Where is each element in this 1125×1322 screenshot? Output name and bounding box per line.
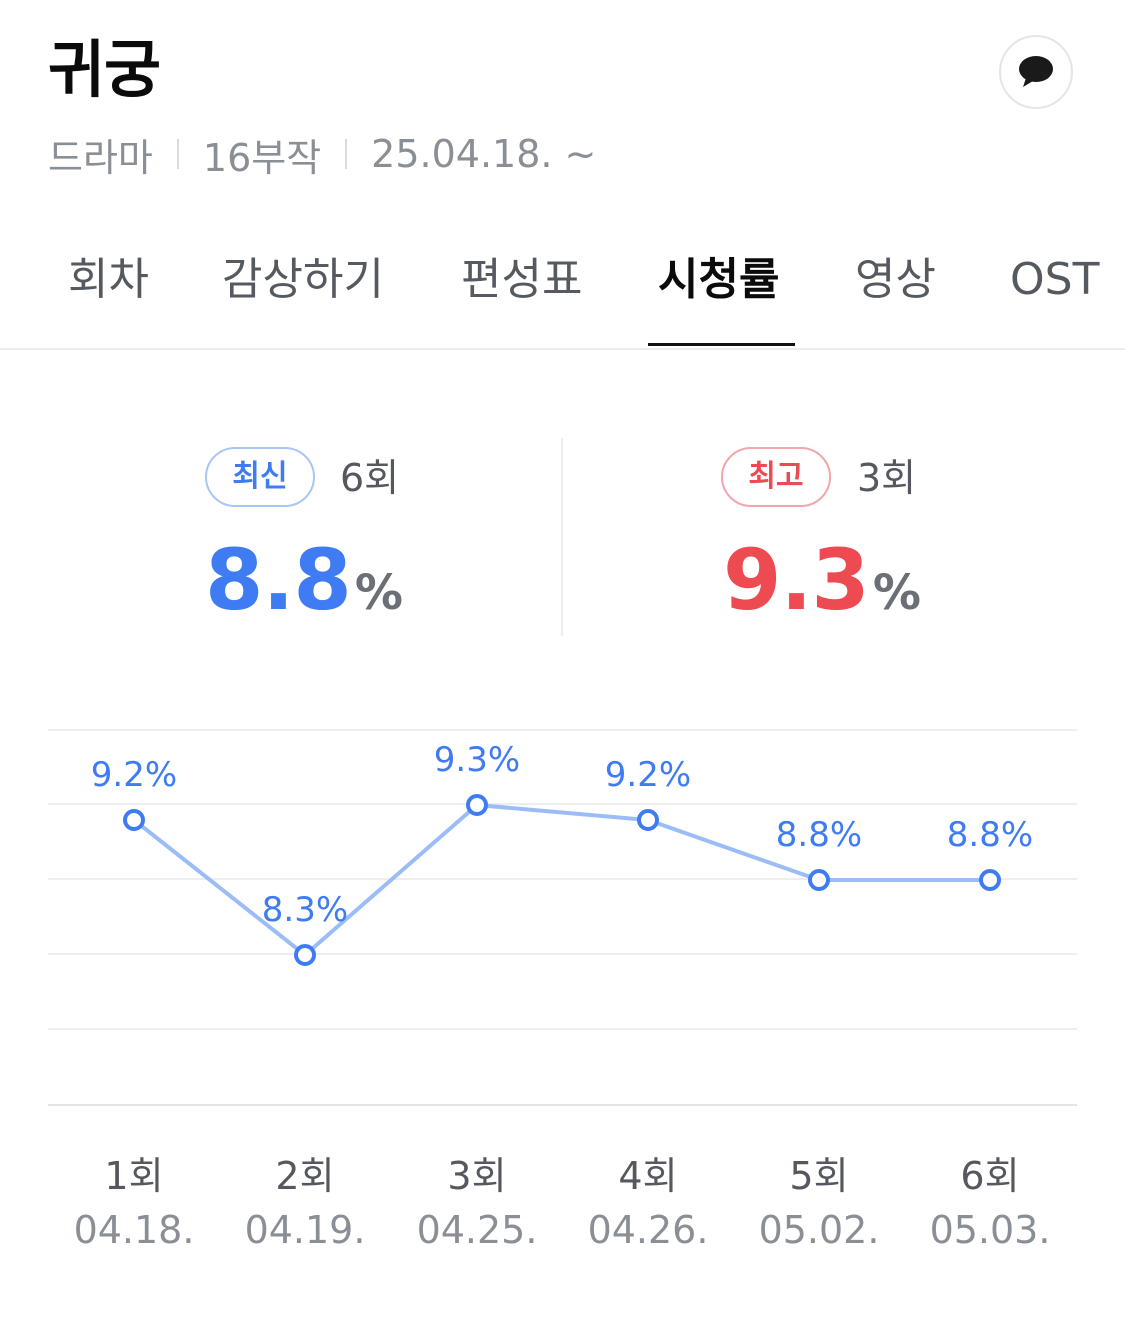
summary-divider — [561, 438, 563, 636]
data-label: 9.2% — [91, 755, 177, 795]
tab-episodes[interactable]: 회차 — [68, 254, 149, 305]
x-tick-date: 05.03. — [929, 1208, 1051, 1252]
meta-episodes: 16부작 — [202, 135, 322, 180]
best-rating-value: 9.3 — [723, 531, 870, 629]
x-tick-episode: 3회 — [447, 1154, 507, 1198]
best-badge: 최고 — [721, 447, 831, 507]
x-tick-episode: 4회 — [618, 1154, 678, 1198]
latest-episode: 6회 — [340, 456, 400, 500]
best-rating: 9.3% — [723, 530, 921, 643]
x-tick-label: 1회 04.18. — [49, 1150, 219, 1258]
data-point[interactable] — [123, 809, 145, 831]
program-title: 귀궁 — [48, 33, 161, 106]
x-tick-date: 04.18. — [73, 1208, 195, 1252]
comment-button[interactable] — [999, 35, 1073, 109]
latest-rating-value: 8.8 — [205, 531, 352, 629]
data-label: 9.3% — [434, 740, 520, 780]
meta-divider — [176, 139, 179, 169]
rating-line — [132, 803, 990, 957]
data-point[interactable] — [979, 869, 1001, 891]
x-tick-label: 5회 05.02. — [734, 1150, 904, 1258]
program-meta: 드라마 16부작 25.04.18. ~ — [48, 126, 596, 182]
data-label: 8.8% — [776, 815, 862, 855]
meta-genre: 드라마 — [48, 135, 153, 180]
data-label: 8.3% — [262, 890, 348, 930]
tab-schedule[interactable]: 편성표 — [461, 254, 583, 305]
data-label: 8.8% — [947, 815, 1033, 855]
x-tick-episode: 2회 — [275, 1154, 335, 1198]
tab-ratings[interactable]: 시청률 — [658, 254, 780, 305]
tab-watch[interactable]: 감상하기 — [222, 254, 384, 305]
meta-air-date: 25.04.18. ~ — [371, 132, 597, 176]
x-tick-date: 04.19. — [244, 1208, 366, 1252]
latest-rating-unit: % — [354, 565, 403, 621]
ratings-line-chart: 9.2% 8.3% 9.3% 9.2% 8.8% 8.8% — [48, 729, 1077, 1106]
tab-ost[interactable]: OST — [1010, 254, 1100, 305]
x-tick-date: 04.25. — [416, 1208, 538, 1252]
speech-bubble-icon — [1019, 56, 1053, 87]
meta-divider — [345, 139, 348, 169]
best-episode: 3회 — [857, 456, 917, 500]
x-tick-date: 05.02. — [758, 1208, 880, 1252]
x-tick-episode: 1회 — [104, 1154, 164, 1198]
data-point[interactable] — [637, 809, 659, 831]
best-rating-unit: % — [872, 565, 921, 621]
data-point[interactable] — [466, 794, 488, 816]
x-tick-label: 2회 04.19. — [220, 1150, 390, 1258]
x-tick-episode: 5회 — [789, 1154, 849, 1198]
data-label: 9.2% — [605, 755, 691, 795]
x-tick-label: 3회 04.25. — [392, 1150, 562, 1258]
x-tick-episode: 6회 — [960, 1154, 1020, 1198]
x-tick-label: 6회 05.03. — [905, 1150, 1075, 1258]
tab-bar: 회차 감상하기 편성표 시청률 영상 OST — [0, 230, 1125, 350]
data-point[interactable] — [808, 869, 830, 891]
x-tick-label: 4회 04.26. — [563, 1150, 733, 1258]
active-tab-indicator — [648, 343, 795, 346]
data-point[interactable] — [294, 944, 316, 966]
latest-badge: 최신 — [205, 447, 315, 507]
x-tick-date: 04.26. — [587, 1208, 709, 1252]
latest-rating: 8.8% — [205, 530, 403, 643]
tab-videos[interactable]: 영상 — [855, 254, 936, 305]
